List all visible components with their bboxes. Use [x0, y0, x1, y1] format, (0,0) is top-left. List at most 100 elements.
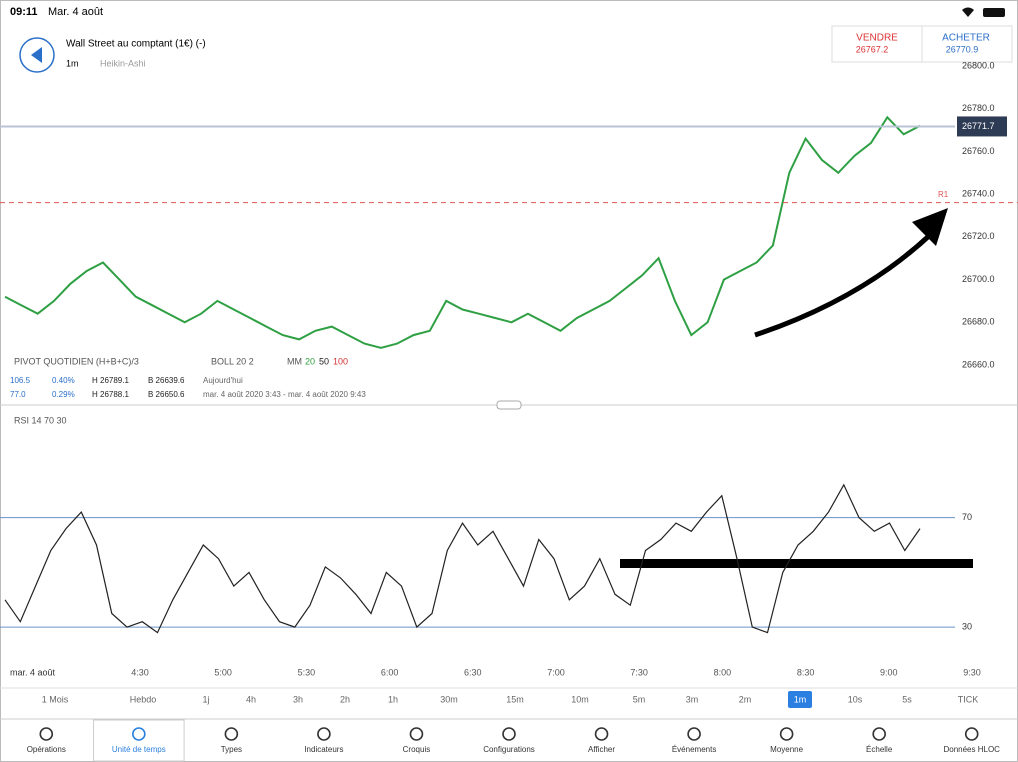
x-tick-label: 6:00: [381, 667, 399, 677]
x-axis-date: mar. 4 août: [10, 667, 56, 677]
x-tick-label: 5:30: [298, 667, 316, 677]
tab-icon: [132, 727, 146, 741]
tab-icon: [224, 727, 239, 741]
info-cell: B 26639.6: [148, 376, 185, 385]
buy-label: ACHETER: [942, 33, 990, 44]
tab-icon: [317, 727, 331, 741]
timeframe-option[interactable]: 4h: [246, 694, 256, 704]
tab-label: Données HLOC: [943, 745, 1000, 754]
drawn-arrow: [754, 233, 932, 338]
x-tick-label: 7:30: [630, 667, 648, 677]
info-cell: H 26788.1: [92, 390, 129, 399]
x-tick-label: 6:30: [464, 667, 482, 677]
x-tick-label: 4:30: [131, 667, 149, 677]
timeframe-option[interactable]: 2m: [739, 694, 752, 704]
y-tick-label: 26760.0: [962, 146, 995, 156]
y-tick-label: 70: [962, 512, 972, 522]
tab-icon: [594, 727, 609, 741]
drawn-bar: [620, 559, 973, 568]
timeframe-option[interactable]: TICK: [958, 694, 979, 704]
rsi-line: [4, 483, 921, 634]
y-tick-label: 26680.0: [962, 317, 995, 327]
x-tick-label: 8:00: [714, 667, 732, 677]
tab-label: Échelle: [866, 745, 893, 754]
tab-label: Opérations: [27, 745, 66, 754]
timeframe-option[interactable]: 10m: [571, 694, 589, 704]
battery-icon: [983, 8, 1005, 17]
price-line: [4, 115, 921, 349]
drawn-arrowhead: [912, 208, 948, 246]
x-tick-label: 9:00: [880, 667, 898, 677]
tab-label: Moyenne: [770, 745, 803, 754]
y-tick-label: 26740.0: [962, 189, 995, 199]
tab-label: Unité de temps: [112, 745, 166, 754]
interval: 1m: [66, 58, 79, 68]
info-cell: 106.5: [10, 376, 31, 385]
tab-label: Indicateurs: [304, 745, 343, 754]
rsi-legend: RSI 14 70 30: [14, 415, 67, 425]
back-icon: [31, 47, 42, 63]
timeframe-option[interactable]: 3m: [686, 694, 699, 704]
buy-button[interactable]: [921, 25, 1013, 63]
tab-icon: [39, 727, 54, 741]
status-time: 09:11: [10, 6, 38, 18]
timeframe-option[interactable]: Hebdo: [130, 694, 157, 704]
tab-icon: [409, 727, 424, 741]
tab-label: Types: [221, 745, 242, 754]
timeframe-option[interactable]: 15m: [506, 694, 524, 704]
y-tick-label: 26780.0: [962, 103, 995, 113]
info-cell: 0.40%: [52, 376, 75, 385]
x-tick-label: 9:30: [963, 667, 981, 677]
info-cell: 0.29%: [52, 390, 75, 399]
info-cell: 77.0: [10, 390, 26, 399]
x-tick-label: 5:00: [214, 667, 232, 677]
mm-period: 20: [305, 356, 315, 366]
mm-period: 50: [319, 356, 329, 366]
tab-icon: [779, 727, 794, 741]
timeframe-option[interactable]: 1 Mois: [42, 694, 69, 704]
current-price-label: 26771.7: [962, 121, 995, 131]
tab-icon: [964, 727, 979, 741]
timeframe-option[interactable]: 5m: [633, 694, 646, 704]
timeframe-option[interactable]: 3h: [293, 694, 303, 704]
info-cell: Aujourd'hui: [203, 376, 243, 385]
tab-icon: [872, 727, 886, 741]
info-cell: B 26650.6: [148, 390, 185, 399]
buy-price: 26770.9: [946, 44, 979, 54]
sell-label: VENDRE: [856, 33, 898, 44]
mm-legend: MM: [287, 356, 302, 366]
tab-label: Afficher: [588, 745, 615, 754]
tab-label: Croquis: [403, 745, 431, 754]
instrument-title: Wall Street au comptant (1€) (-): [66, 39, 206, 50]
tab-icon: [687, 727, 701, 741]
timeframe-option[interactable]: 5s: [902, 694, 912, 704]
y-tick-label: 26700.0: [962, 274, 995, 284]
timeframe-option[interactable]: 1m: [794, 694, 807, 704]
current-price-tag: [957, 116, 1007, 137]
boll-legend: BOLL 20 2: [211, 356, 254, 366]
y-tick-label: 26800.0: [962, 60, 995, 70]
sell-button[interactable]: [831, 25, 923, 63]
y-tick-label: 30: [962, 622, 972, 632]
timeframe-option[interactable]: 2h: [340, 694, 350, 704]
status-date: Mar. 4 août: [48, 6, 103, 18]
timeframe-option[interactable]: 30m: [440, 694, 458, 704]
wifi-icon: [962, 7, 974, 17]
x-tick-label: 7:00: [547, 667, 565, 677]
tab-label: Configurations: [483, 745, 535, 754]
pivot-legend: PIVOT QUOTIDIEN (H+B+C)/3: [14, 356, 139, 366]
timeframe-option[interactable]: 1h: [388, 694, 398, 704]
info-cell: H 26789.1: [92, 376, 129, 385]
timeframe-option[interactable]: 10s: [848, 694, 863, 704]
tab-icon: [502, 727, 516, 741]
timeframe-selected-bg: [788, 691, 812, 708]
mm-period: 100: [333, 356, 348, 366]
sell-price: 26767.2: [856, 44, 889, 54]
timeframe-option[interactable]: 1j: [202, 694, 209, 704]
x-tick-label: 8:30: [797, 667, 815, 677]
r1-label: R1: [938, 190, 949, 199]
resize-handle[interactable]: [496, 400, 522, 410]
chart-style: Heikin-Ashi: [100, 58, 146, 68]
